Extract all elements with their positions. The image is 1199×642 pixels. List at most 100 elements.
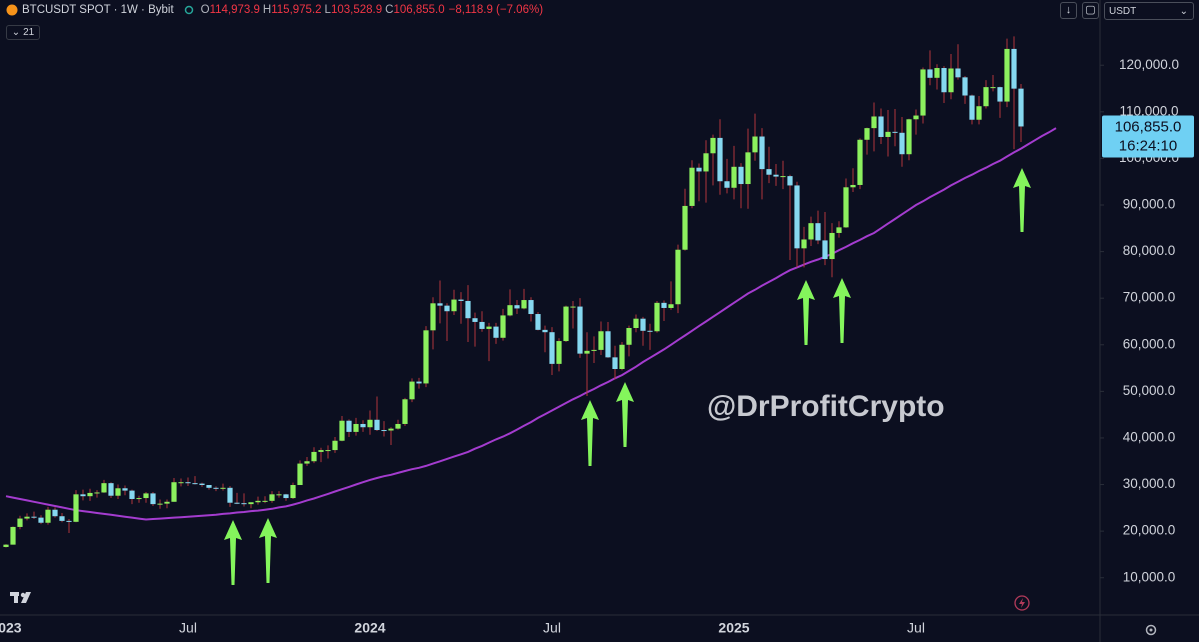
candle-body — [864, 128, 870, 140]
y-tick-label: 20,000.0 — [1123, 523, 1176, 538]
candle-body — [766, 169, 772, 175]
ohlc-key: H — [262, 4, 272, 16]
arrow — [224, 520, 242, 585]
candle-body — [346, 420, 352, 432]
candle-body — [612, 357, 618, 369]
candle-body — [241, 503, 247, 505]
candle-body — [668, 304, 674, 308]
countdown: 16:24:10 — [1119, 137, 1177, 154]
candle-body — [262, 500, 268, 502]
y-tick-label: 30,000.0 — [1123, 476, 1176, 491]
candle-body — [878, 116, 884, 137]
candle-body — [493, 326, 499, 338]
candle-body — [752, 136, 758, 153]
moving-average — [5, 127, 1057, 521]
candle-body — [899, 132, 905, 155]
candle-body — [38, 517, 44, 523]
candle-body — [381, 430, 387, 432]
indicators-toggle[interactable]: ⌄ 21 — [6, 25, 40, 40]
candle-body — [325, 450, 331, 452]
watermark: @DrProfitCrypto — [707, 390, 945, 423]
candle-body — [87, 492, 93, 497]
candle-body — [640, 318, 646, 331]
candle-body — [178, 482, 184, 484]
y-tick-label: 70,000.0 — [1123, 290, 1176, 305]
currency: USDT — [1109, 5, 1137, 17]
candle-body — [633, 318, 639, 328]
candle-body — [528, 300, 534, 315]
candle-body — [703, 153, 709, 172]
x-tick-label: 2025 — [718, 620, 749, 636]
candle-body — [416, 381, 422, 384]
x-tick-label: 2023 — [0, 620, 22, 636]
candle-body — [836, 227, 842, 233]
candle-body — [444, 305, 450, 312]
candle-body — [808, 223, 814, 240]
arrow — [616, 382, 634, 447]
currency-select[interactable]: USDT ⌄ — [1104, 2, 1194, 20]
candle-body — [969, 95, 975, 120]
candle-body — [122, 488, 128, 491]
candle-body — [451, 299, 457, 312]
arrow — [1013, 168, 1031, 232]
candle-body — [892, 131, 898, 133]
candle-body — [213, 487, 219, 489]
candle-body — [822, 240, 828, 260]
candle-body — [619, 344, 625, 369]
download-button[interactable]: ↓ — [1060, 2, 1077, 19]
arrow — [833, 278, 851, 343]
candle-body — [661, 302, 667, 308]
candle-body — [45, 509, 51, 523]
candle-body — [136, 498, 142, 500]
candle-body — [367, 419, 373, 428]
settings-icon[interactable] — [1145, 624, 1157, 636]
ohlc-value: 106,855.0 — [393, 4, 445, 16]
candle-body — [94, 492, 100, 494]
y-tick-label: 110,000.0 — [1119, 103, 1178, 118]
ohlc-key: C — [385, 4, 394, 16]
candle-body — [647, 330, 653, 332]
candle-body — [948, 68, 954, 93]
candle-body — [318, 450, 324, 452]
candle-body — [143, 493, 149, 499]
candle-body — [521, 300, 527, 309]
candle-body — [941, 68, 947, 93]
candle-body — [479, 321, 485, 329]
candle-body — [1004, 48, 1010, 102]
candle-body — [150, 493, 156, 505]
candle-body — [1011, 48, 1017, 89]
x-tick-label: Jul — [179, 620, 197, 636]
candle-body — [780, 176, 786, 178]
candle-body — [10, 526, 16, 545]
candle-body — [514, 305, 520, 309]
price-tag-label: 106,855.0 — [1115, 118, 1182, 135]
candle-body — [934, 68, 940, 78]
candle-body — [626, 328, 632, 345]
candle-body — [598, 331, 604, 350]
alert-icon[interactable] — [1014, 595, 1030, 611]
candle-body — [542, 329, 548, 333]
candle-body — [843, 187, 849, 228]
candle-body — [199, 483, 205, 486]
candle-body — [227, 487, 233, 503]
candle-body — [976, 106, 982, 120]
y-tick-label: 60,000.0 — [1123, 336, 1176, 351]
candle-body — [570, 306, 576, 308]
candle-body — [717, 137, 723, 182]
candle-body — [801, 239, 807, 249]
symbol: BTCUSDT SPOT · 1W · Bybit — [22, 4, 174, 16]
candle-body — [563, 306, 569, 342]
candle-body — [206, 485, 212, 488]
candle-body — [332, 440, 338, 451]
candle-body — [374, 419, 380, 431]
x-tick-label: 2024 — [354, 620, 385, 636]
ohlc-value: 115,975.2 — [271, 4, 322, 16]
layout-button[interactable]: ▢ — [1082, 2, 1099, 19]
y-tick-label: 40,000.0 — [1123, 430, 1176, 445]
candle-body — [465, 300, 471, 319]
candle-body — [605, 331, 611, 358]
indicator-count: 21 — [23, 27, 35, 38]
candle-body — [185, 482, 191, 484]
